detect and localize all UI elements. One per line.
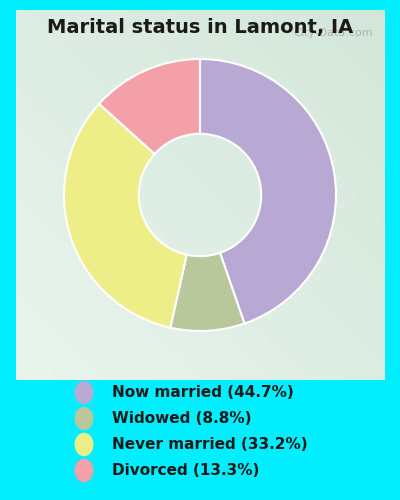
- Wedge shape: [64, 104, 187, 328]
- Wedge shape: [170, 253, 244, 331]
- Wedge shape: [200, 59, 336, 324]
- Text: Widowed (8.8%): Widowed (8.8%): [112, 411, 252, 426]
- Wedge shape: [99, 59, 200, 154]
- Text: Divorced (13.3%): Divorced (13.3%): [112, 463, 259, 478]
- Text: Never married (33.2%): Never married (33.2%): [112, 437, 308, 452]
- Text: Now married (44.7%): Now married (44.7%): [112, 385, 294, 400]
- Text: City-Data.com: City-Data.com: [293, 28, 373, 38]
- Text: Marital status in Lamont, IA: Marital status in Lamont, IA: [47, 18, 353, 36]
